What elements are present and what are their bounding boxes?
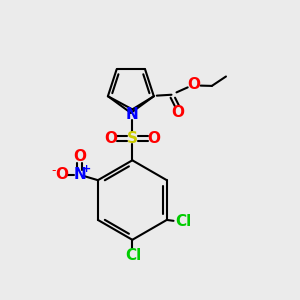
Text: O: O [73,149,86,164]
Text: N: N [126,107,139,122]
Text: -: - [51,164,56,177]
Text: Cl: Cl [125,248,141,263]
Text: N: N [73,167,86,182]
Text: O: O [105,131,118,146]
Text: O: O [171,105,184,120]
Text: O: O [147,131,160,146]
Text: Cl: Cl [175,214,191,229]
Text: O: O [55,167,68,182]
Text: +: + [82,164,91,174]
Text: O: O [188,77,201,92]
Text: S: S [127,131,138,146]
